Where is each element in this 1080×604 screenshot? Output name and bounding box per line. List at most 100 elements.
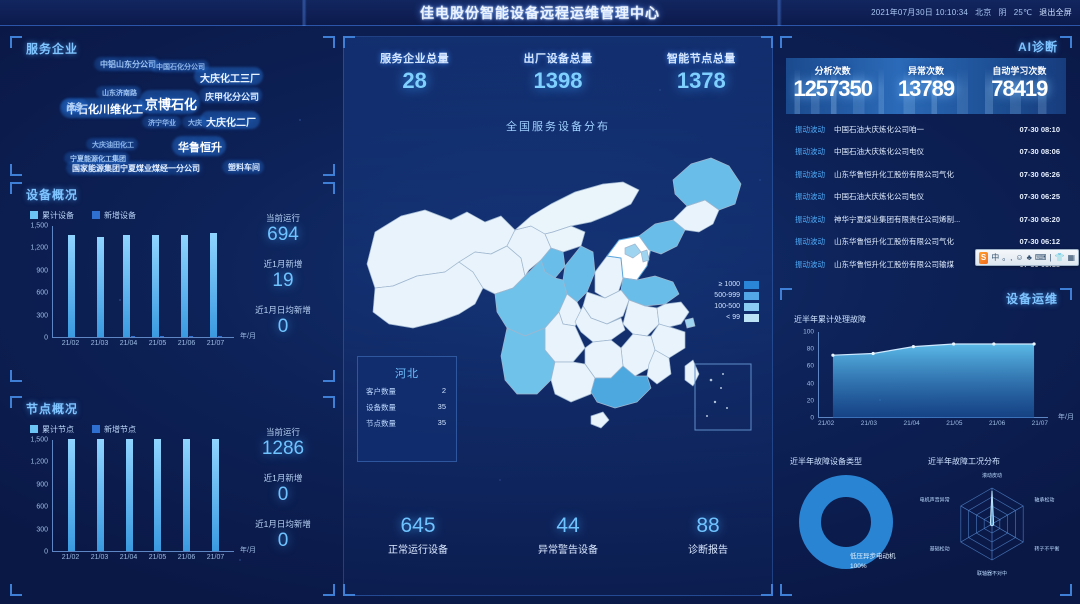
bottom-kpi-value: 645 [400,514,436,537]
radar-axis-line [960,505,993,525]
alert-row[interactable]: 振动波动 中国石油大庆炼化公司电仪 07-30 08:06 [786,141,1066,164]
word-cloud-item[interactable]: 华鲁恒升 [178,142,222,155]
alert-type: 振动波动 [795,192,825,202]
x-tick-label: 21/05 [946,420,963,427]
node-chart-axis-unit: 年/月 [240,547,256,554]
ai-metric-value: 1257350 [793,76,873,101]
node-bar-chart[interactable]: 0 300 600 900 1,200 1,500 21/02 21/03 21/04 21/0… [24,437,256,570]
donut-legend-label: 低压异步电动机 [850,553,896,560]
fault-handling-area-chart[interactable]: 0 20 40 60 80 100 21/02 21/03 21/04 21/05 21/06 21… [794,329,1074,438]
bar-group[interactable] [180,226,194,337]
alert-row[interactable]: 振动波动 中国石油大庆炼化公司电仪 07-30 06:25 [786,186,1066,209]
bar-group[interactable] [151,226,165,337]
fault-device-type-donut[interactable]: 低压异步电动机 100% [788,468,918,588]
word-cloud-item[interactable]: 中国石化分公司 [156,63,205,71]
bottom-kpi: 88 诊断报告 [688,514,728,556]
fault-condition-radar[interactable]: 滚动皮动 轴承松动 转子不平衡 联轴器不对中 基础松动 电机声音异常 [920,468,1070,588]
sogou-logo-icon[interactable]: S [979,251,989,264]
ime-punctuation-icon[interactable]: 。, [1002,253,1013,262]
bar-group[interactable] [151,439,165,551]
china-map[interactable] [355,136,761,436]
bar-cumulative [183,439,191,551]
ime-toolbar[interactable]: S 中 。, ☺ ♣ ⌨ | 👕 ▦ [975,249,1079,266]
bar-cumulative [125,439,133,551]
ai-metric: 自动学习次数 78419 [973,58,1066,114]
bar-group[interactable] [122,439,136,551]
panel-title-maintenance: 设备运维 [1005,292,1058,306]
bar-group[interactable] [209,226,223,337]
word-cloud-item[interactable]: 庆甲化分公司 [205,91,260,102]
alert-row[interactable]: 振动波动 山东华鲁恒升化工股份有限公司气化 07-30 06:26 [786,163,1066,186]
legend-item-cumulative[interactable]: 累计节点 [30,424,74,435]
node-chart-legend[interactable]: 累计节点 新增节点 [30,424,136,435]
stat-block: 近1月新增 0 [237,472,329,506]
bar-cumulative [123,235,131,337]
word-cloud-bubble [200,111,260,129]
bar-new [131,336,136,337]
header-temperature: 25℃ [1013,8,1033,17]
ime-skin-icon[interactable]: 👕 [1054,253,1065,262]
bar-new [217,335,222,337]
word-cloud-item[interactable]: 大庆化工三厂 [200,74,260,85]
word-cloud[interactable]: 京博石化 大庆化工三厂 庆甲化分公司中石化川维化工大庆化二厂华鲁恒升国家能源集团宁夏… [10,50,335,176]
word-cloud-item[interactable]: 国家能源集团宁夏煤业煤经一分公司 [72,164,200,174]
stat-value: 694 [267,224,299,245]
ime-tools-icon[interactable]: ♣ [1026,253,1032,262]
word-cloud-item[interactable]: 大庆化二厂 [206,118,256,129]
legend-item-new[interactable]: 新增设备 [92,210,136,221]
center-bottom-kpis: 645 正常运行设备 44 异常警告设备 88 诊断报告 [343,514,773,556]
word-cloud-item[interactable]: 济宁华业 [148,119,176,127]
device-chart-x-axis: 21/02 21/03 21/04 21/05 21/06 21/07 [52,340,234,347]
legend-item-new[interactable]: 新增节点 [92,424,136,435]
y-tick-label: 0 [44,334,48,342]
alert-company: 中国石油大庆炼化公司电仪 [834,147,924,157]
ime-menu-icon[interactable]: ▦ [1067,253,1075,262]
donut-svg [799,475,893,569]
bar-group[interactable] [93,439,107,551]
corner-top-left [780,288,792,300]
y-tick-label: 0 [810,414,814,422]
legend-item-cumulative[interactable]: 累计设备 [30,210,74,221]
word-cloud-item[interactable]: 大庆 [188,119,202,127]
word-cloud-item[interactable]: 山东济南路 [102,89,137,97]
corner-top-right [323,182,335,194]
alert-row[interactable]: 振动波动 神华宁夏煤业集团有限责任公司烯制... 07-30 06:20 [786,208,1066,231]
stat-block: 近1月日均新增 0 [237,518,329,552]
alert-time: 07-30 06:12 [1019,237,1060,247]
device-chart-legend[interactable]: 累计设备 新增设备 [30,210,136,221]
y-tick-label: 300 [36,526,48,534]
service-enterprises-panel: 服务企业 京博石化 大庆化工三厂 庆甲化分公司 中石化川维化工 大庆化二厂 华鲁恒升 国家能… [10,36,335,176]
word-cloud-item[interactable]: 塑料车间 [228,163,260,173]
bar-group[interactable] [209,439,223,551]
ime-mode-icon[interactable]: 中 [991,253,1000,262]
ime-keyboard-icon[interactable]: ⌨ [1034,253,1047,262]
bar-group[interactable] [122,226,136,337]
stat-value: 0 [277,529,289,551]
bar-group[interactable] [93,226,107,337]
corner-bottom-right [323,584,335,596]
alert-row[interactable]: 振动波动 山东华鲁恒升化工股份有限公司气化 07-30 06:12 [786,231,1066,254]
tooltip-row: 客户数量 2 [358,381,456,397]
ime-emoji-icon[interactable]: ☺ [1015,253,1024,262]
word-cloud-item[interactable]: 大庆油田化工 [92,141,134,149]
word-cloud-item[interactable]: 京博石化 [145,97,198,113]
alert-time: 07-30 08:10 [1019,124,1060,134]
bar-group[interactable] [180,439,194,551]
word-cloud-item[interactable]: 液多 [67,102,83,112]
tooltip-row: 设备数量 35 [358,397,456,413]
corner-top-left [10,396,22,408]
corner-top-left [780,36,792,48]
exit-fullscreen-button[interactable]: 退出全屏 [1039,8,1072,17]
alert-row[interactable]: 振动波动 中国石油大庆炼化公司咱一 07-30 08:10 [786,118,1066,141]
map-legend-label: 100-500 [714,303,740,310]
bar-group[interactable] [64,439,78,551]
header-status: 2021年07月30日 10:10:34 北京 阴 25℃ 退出全屏 [871,7,1072,18]
device-bar-chart[interactable]: 0 300 600 900 1,200 1,500 21/02 21/03 21/04 21/0… [24,223,256,356]
word-cloud-item[interactable]: 中铝山东分公司 [100,60,156,70]
word-cloud-item[interactable]: 宁夏能源化工集团 [70,155,126,163]
bar-group[interactable] [64,226,78,337]
ai-metric: 分析次数 1257350 [786,58,879,114]
china-map-svg[interactable] [355,136,761,436]
y-tick-label: 20 [806,397,814,405]
word-cloud-item[interactable]: 中石化川维化工 [66,104,143,117]
